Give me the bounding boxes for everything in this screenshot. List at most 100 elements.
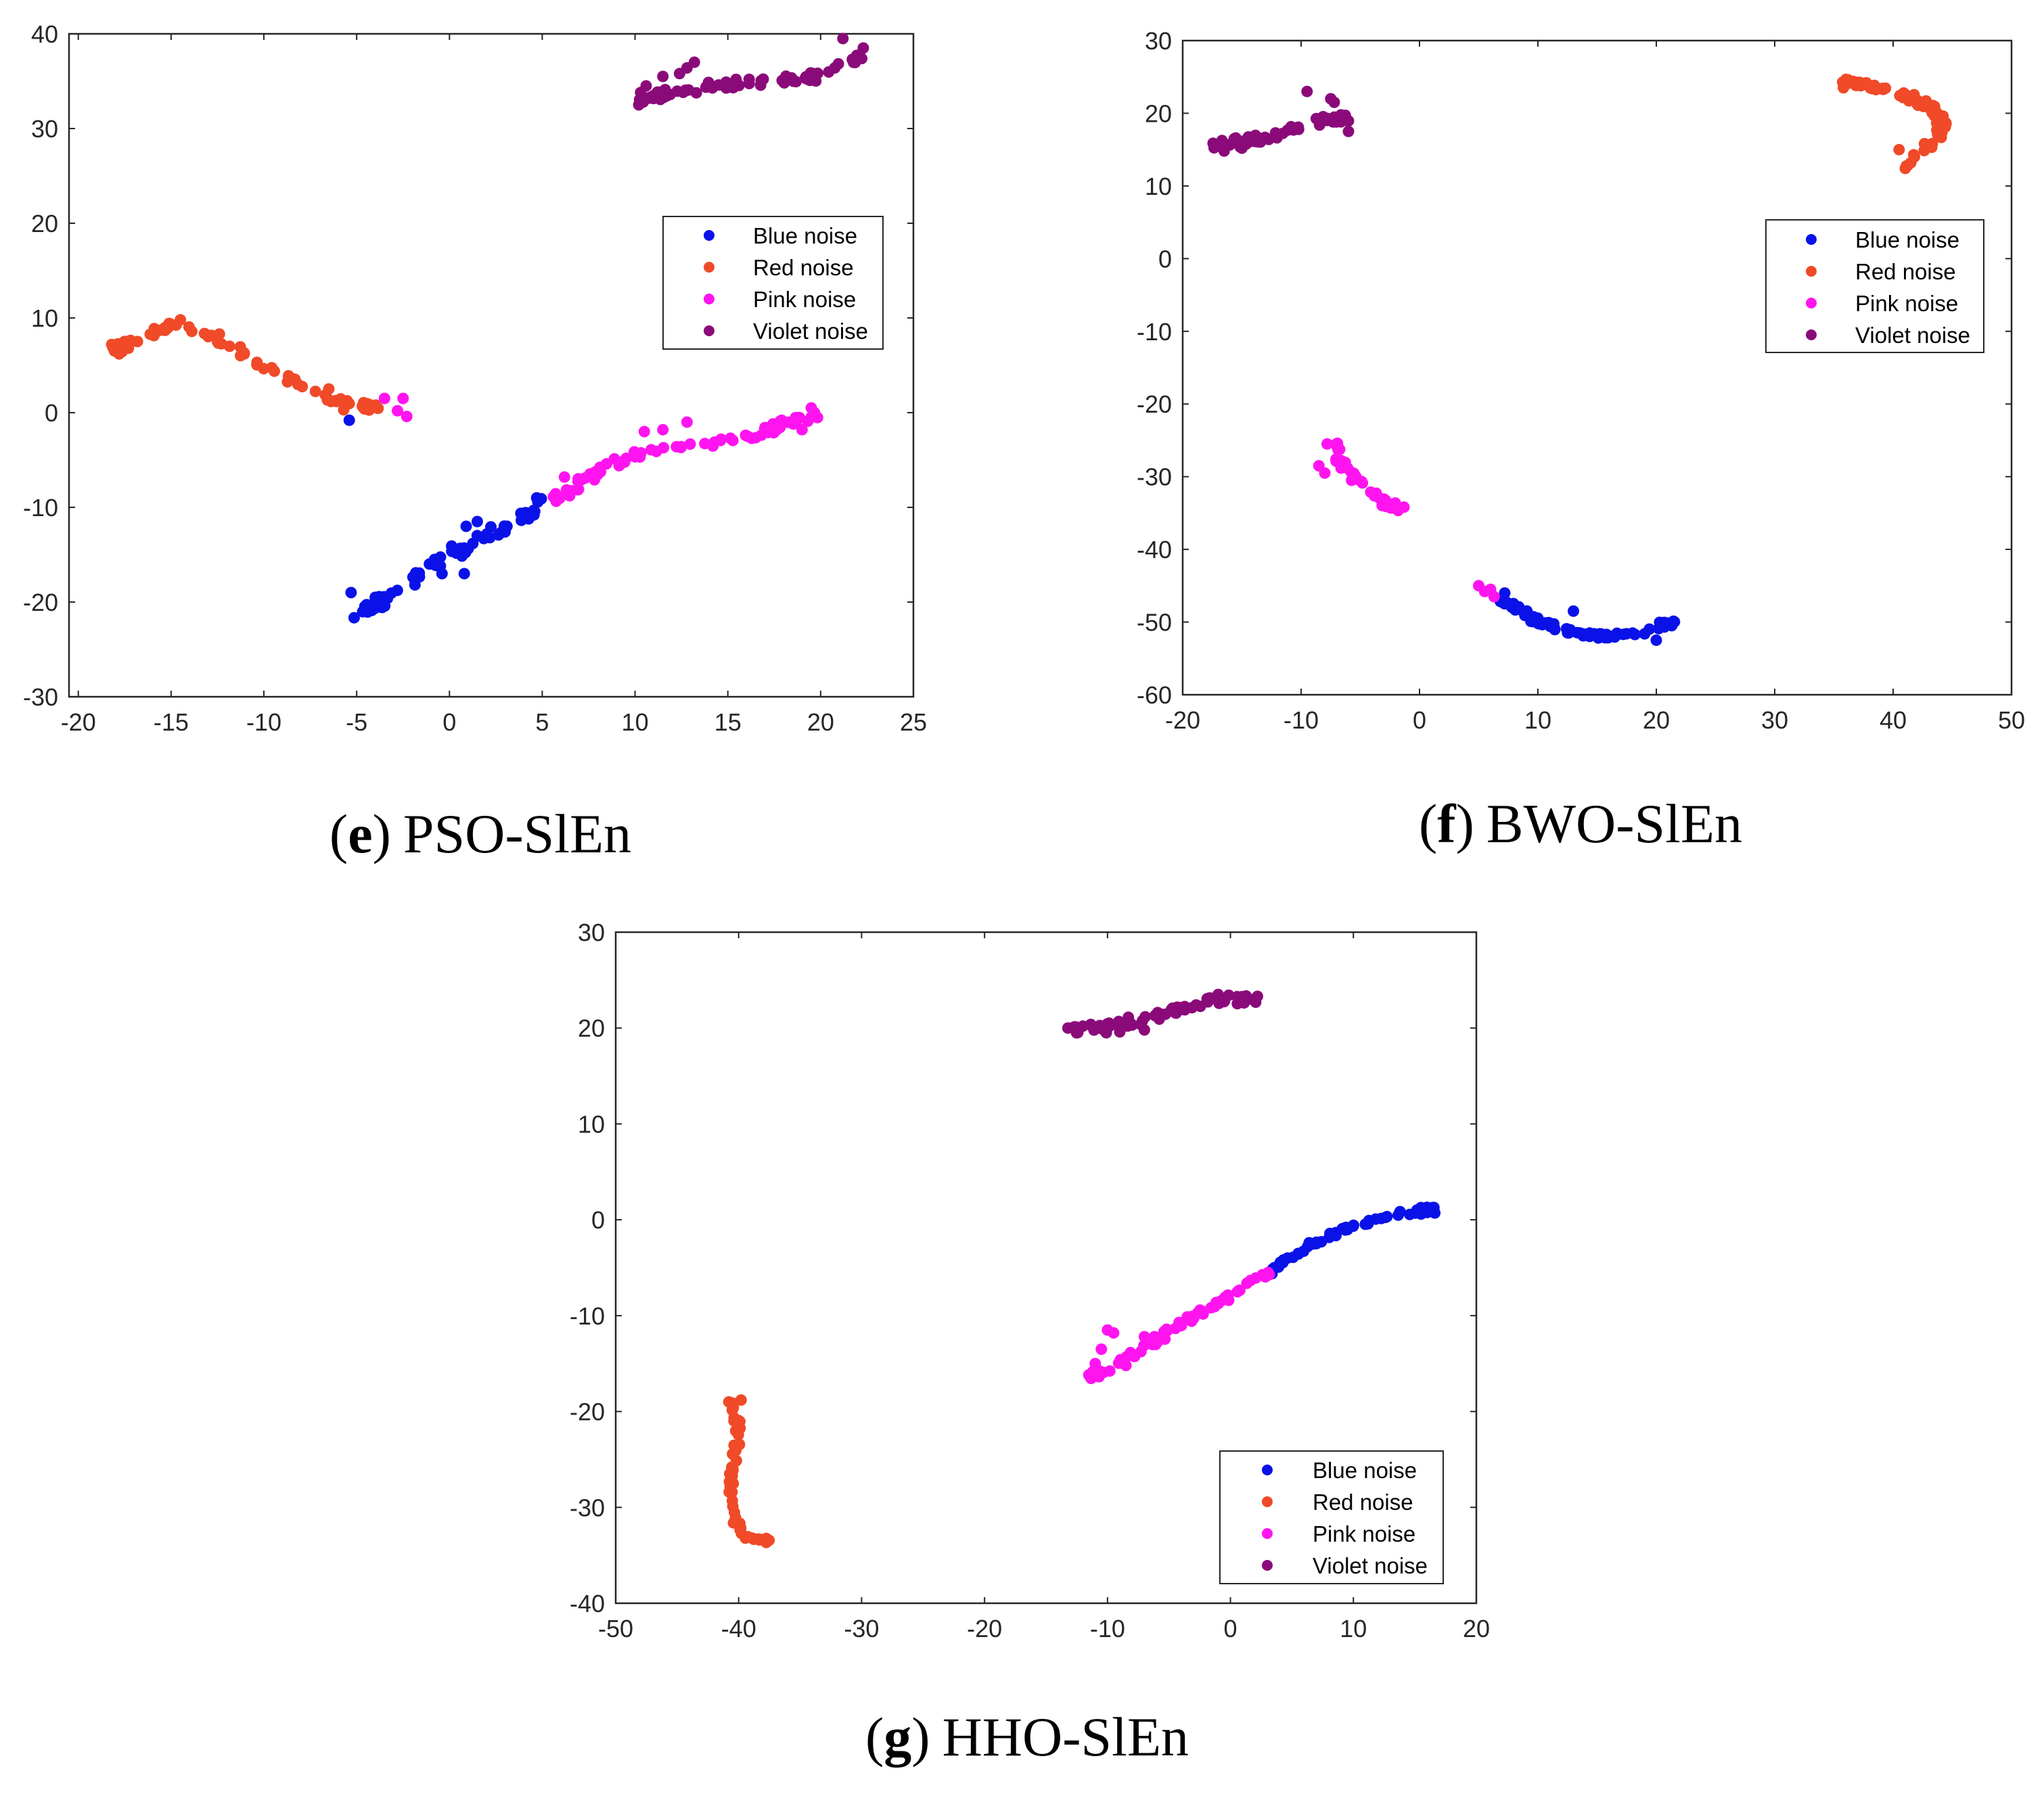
panel-f-ytick-label: 10 — [1145, 172, 1172, 200]
panel-e-caption-close: ) — [373, 803, 391, 865]
panel-e-point-violet-noise — [790, 76, 802, 88]
panel-e-point-violet-noise — [803, 69, 815, 81]
panel-g-caption: (g) HHO-SlEn — [865, 1706, 1189, 1768]
panel-e-point-blue-noise — [515, 507, 527, 520]
panel-e-point-blue-noise — [530, 492, 543, 504]
panel-e-xtick-label: -15 — [154, 708, 189, 736]
panel-f-point-blue-noise — [1654, 616, 1666, 628]
panel-e-legend-box — [662, 216, 884, 350]
panel-g-point-red-noise — [727, 1448, 740, 1460]
panel-g-xtick-label: -40 — [721, 1615, 756, 1642]
panel-f-point-pink-noise — [1398, 501, 1410, 513]
panel-g-point-red-noise — [727, 1477, 739, 1489]
panel-e-point-violet-noise — [683, 84, 695, 96]
panel-e-point-red-noise — [309, 386, 321, 398]
panel-g-legend-marker-blue — [1262, 1465, 1273, 1475]
panel-f-point-red-noise — [1897, 88, 1909, 100]
panel-e-ytick-label: 10 — [31, 304, 58, 332]
panel-e-point-pink-noise — [645, 444, 657, 456]
panel-f-point-violet-noise — [1325, 93, 1337, 105]
panel-f-point-violet-noise — [1269, 127, 1281, 139]
panel-g-xtick-label: 20 — [1463, 1615, 1490, 1642]
panel-f-point-blue-noise — [1549, 623, 1561, 635]
panel-g-point-pink-noise — [1148, 1331, 1160, 1343]
panel-g: -50 -40 -30 -20 -10 0 10 20-40-30-20-100102030 … — [570, 919, 1490, 1768]
panel-f-ytick-label: -30 — [1137, 463, 1172, 491]
panel-e-legend-label-violet: Violet noise — [753, 319, 868, 344]
panel-e-caption: (e) PSO-SlEn — [330, 803, 631, 865]
panel-f-caption-open: ( — [1419, 793, 1437, 854]
panel-g-ytick-label: -10 — [570, 1302, 605, 1330]
panel-f-point-violet-noise — [1342, 125, 1355, 137]
panel-g-ytick-label: 0 — [591, 1206, 605, 1234]
panel-g-legend-label-red: Red noise — [1313, 1490, 1413, 1515]
panel-g-point-pink-noise — [1125, 1347, 1137, 1358]
panel-e-caption-letter: e — [348, 803, 372, 865]
panel-g-point-pink-noise — [1108, 1327, 1120, 1339]
panel-g-point-pink-noise — [1175, 1319, 1187, 1331]
panel-e-xtick-label: 15 — [714, 708, 742, 736]
panel-e-point-violet-noise — [733, 79, 745, 91]
panel-g-point-red-noise — [723, 1486, 735, 1498]
panel-f-point-red-noise — [1838, 82, 1849, 94]
panel-e-point-pink-noise — [658, 442, 670, 454]
panel-g-point-blue-noise — [1392, 1209, 1404, 1221]
panel-e-point-pink-noise — [759, 421, 771, 434]
panel-g-point-blue-noise — [1323, 1231, 1336, 1243]
panel-f-point-violet-noise — [1218, 145, 1230, 157]
panel-f-xtick-label: -10 — [1284, 706, 1319, 734]
panel-f-point-red-noise — [1934, 129, 1947, 141]
panel-e-xtick-label: 10 — [622, 708, 649, 736]
panel-e-point-pink-noise — [564, 490, 576, 502]
panel-e-point-blue-noise — [458, 568, 470, 580]
panel-f-plot-area — [1181, 39, 2013, 696]
panel-f-point-pink-noise — [1332, 437, 1344, 449]
panel-e-ytick-label: -20 — [23, 589, 58, 616]
panel-f-point-blue-noise — [1499, 587, 1511, 599]
panel-e-point-pink-noise — [615, 456, 627, 468]
panel-g-points — [723, 988, 1441, 1548]
panel-e-point-red-noise — [186, 325, 198, 338]
panel-g-point-violet-noise — [1194, 1001, 1206, 1013]
panel-g-ytick-label: 30 — [578, 919, 605, 946]
panel-g-point-pink-noise — [1187, 1312, 1200, 1325]
panel-f-xtick-label: 20 — [1643, 706, 1670, 734]
panel-g-legend-box — [1219, 1450, 1444, 1584]
panel-e-point-blue-noise — [369, 591, 382, 603]
panel-g-point-violet-noise — [1077, 1020, 1089, 1032]
panel-e-point-violet-noise — [657, 70, 669, 83]
panel-f-legend: Blue noise Red noise Pink noise Violet n… — [1765, 219, 1984, 353]
panel-f-ytick-label: -20 — [1137, 390, 1172, 418]
panel-e-point-violet-noise — [659, 87, 671, 99]
panel-g-point-blue-noise — [1381, 1211, 1393, 1222]
panel-g-caption-text: HHO-SlEn — [942, 1706, 1189, 1768]
panel-e-point-red-noise — [234, 341, 246, 353]
panel-f-ytick-label: 20 — [1145, 99, 1172, 127]
panel-g-point-violet-noise — [1085, 1019, 1097, 1032]
panel-f-point-blue-noise — [1574, 627, 1587, 639]
panel-e-plot-area — [68, 32, 915, 698]
panel-f-point-red-noise — [1893, 143, 1905, 156]
panel-e-point-violet-noise — [681, 62, 693, 74]
panel-f-caption-letter: f — [1437, 793, 1457, 854]
panel-e-xtick-label: 25 — [900, 708, 927, 736]
panel-g-point-pink-noise — [1233, 1285, 1245, 1297]
panel-e-point-pink-noise — [578, 472, 591, 484]
panel-e-point-pink-noise — [796, 423, 808, 436]
panel-e: -20 -15 -10 -5 0 5 10 15 20 25-30-20-10010203040 … — [23, 20, 927, 865]
panel-e-point-blue-noise — [436, 568, 448, 580]
panel-e-point-red-noise — [338, 404, 350, 416]
panel-g-point-red-noise — [735, 1394, 747, 1406]
panel-f-point-blue-noise — [1563, 627, 1574, 639]
panel-e-point-blue-noise — [528, 505, 540, 517]
panel-g-legend-label-blue: Blue noise — [1313, 1458, 1417, 1483]
panel-g-xtick-label: -30 — [844, 1615, 879, 1642]
panel-g-xtick-label: 0 — [1224, 1615, 1237, 1642]
panel-e-ytick-label: -30 — [23, 683, 58, 711]
panel-f-legend-label-violet: Violet noise — [1855, 323, 1970, 348]
panel-g-caption-letter: g — [884, 1706, 911, 1768]
panel-g-point-violet-noise — [1174, 1004, 1186, 1016]
panel-e-point-pink-noise — [707, 440, 719, 452]
panel-e-point-red-noise — [113, 348, 125, 360]
panel-f-ytick-label: 0 — [1158, 245, 1172, 273]
